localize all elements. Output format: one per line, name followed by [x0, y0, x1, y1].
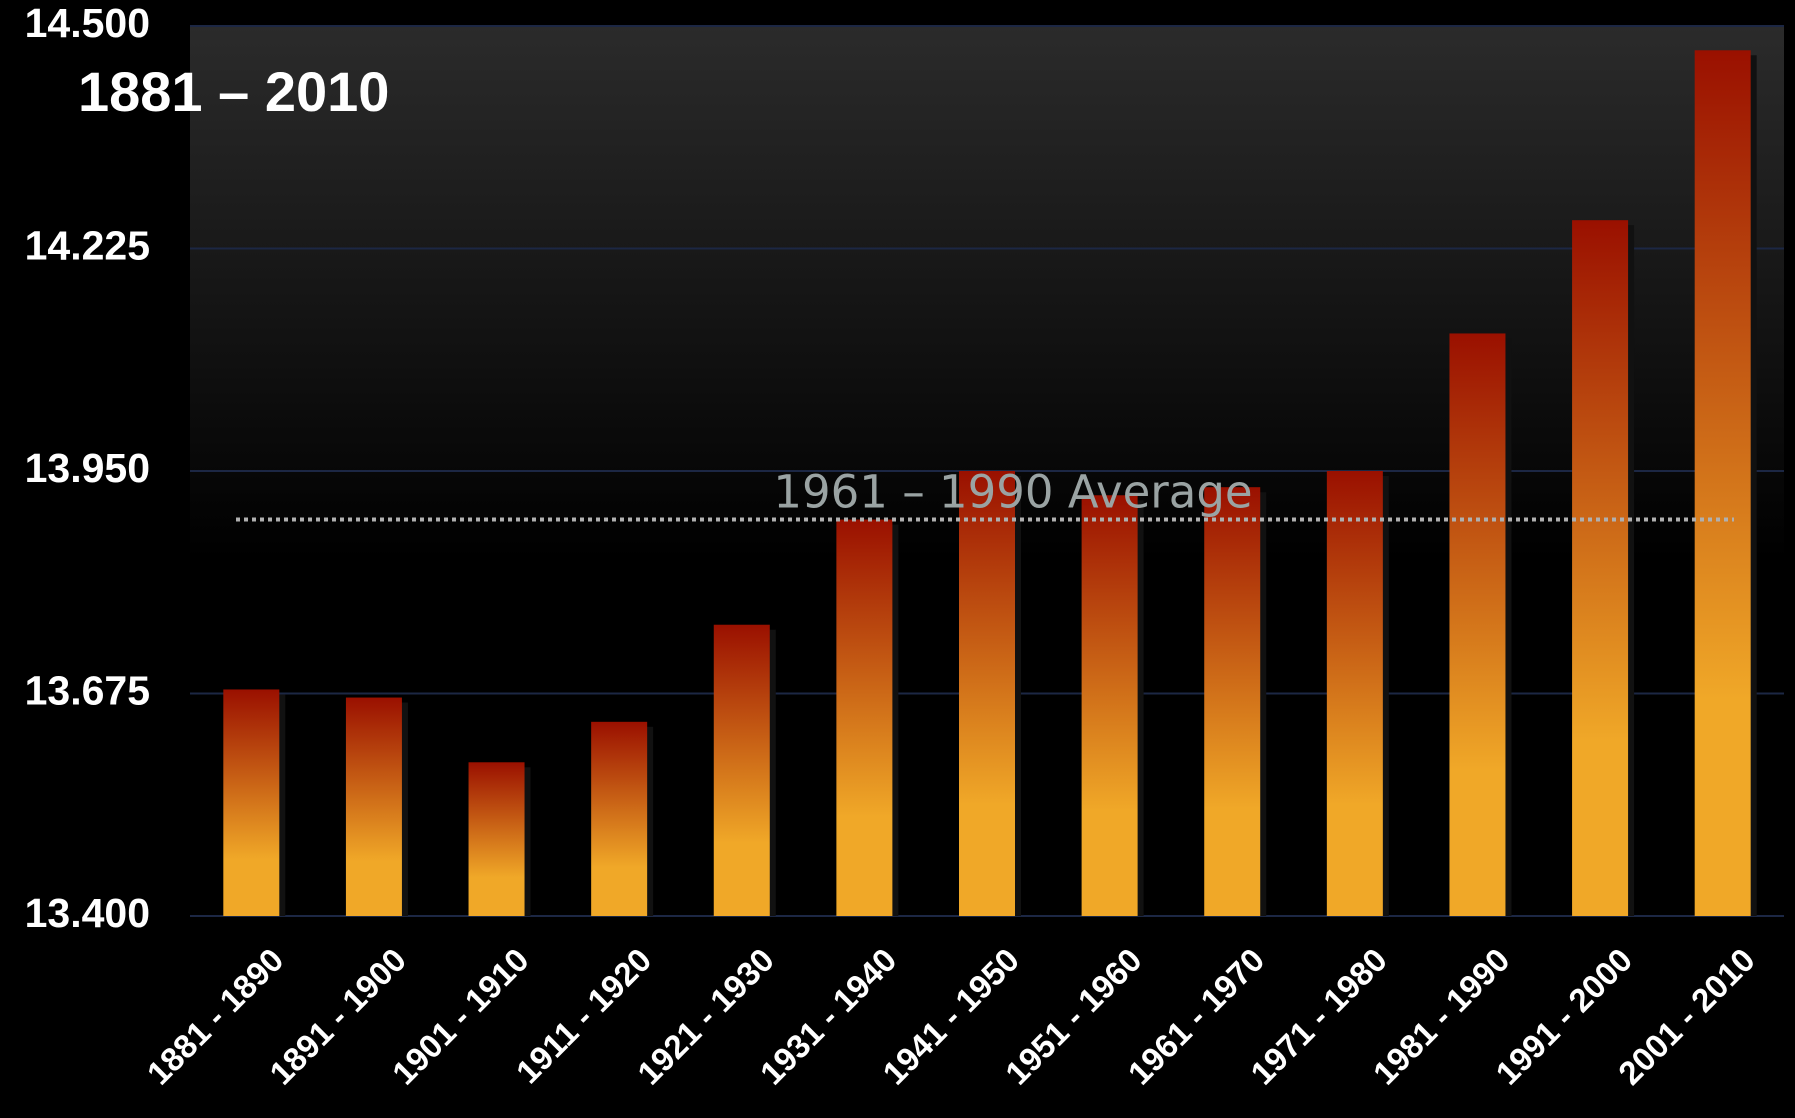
y-tick-label: 13.950 [25, 445, 150, 491]
y-tick-label: 14.225 [25, 222, 150, 268]
bar [836, 519, 893, 916]
bar [1449, 333, 1506, 916]
bar [468, 762, 525, 916]
y-tick-label: 14.500 [25, 0, 150, 46]
y-tick-label: 13.675 [25, 667, 150, 713]
chart-title: 1881 – 2010 [78, 60, 389, 123]
bar [1081, 495, 1138, 916]
y-tick-label: 13.400 [25, 890, 150, 936]
bar [1204, 487, 1261, 916]
bar [1572, 220, 1629, 916]
reference-label: 1961 – 1990 Average [773, 466, 1252, 519]
bar [713, 624, 770, 916]
bar [959, 471, 1015, 916]
bar [591, 721, 648, 916]
bar [223, 689, 280, 916]
bar [1694, 50, 1751, 917]
bar [1326, 471, 1383, 916]
bar [345, 697, 402, 916]
